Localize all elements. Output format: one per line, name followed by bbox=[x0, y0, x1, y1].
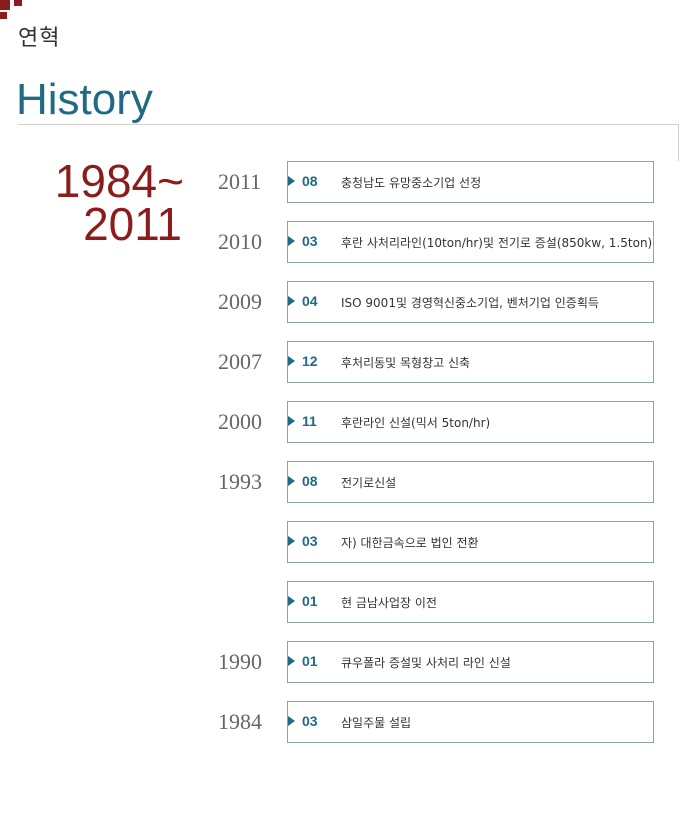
timeline-row: 2000 11 후란라인 신설(믹서 5ton/hr) bbox=[0, 401, 697, 443]
timeline-entry: 03 삼일주물 설립 bbox=[287, 701, 654, 743]
arrow-right-icon bbox=[288, 176, 295, 186]
timeline-year: 2011 bbox=[218, 169, 262, 194]
arrow-right-icon bbox=[288, 536, 295, 546]
period-range: 1984~ 2011 bbox=[20, 155, 184, 250]
title-divider-end bbox=[678, 124, 679, 161]
timeline-event: 후란 사처리라인(10ton/hr)및 전기로 증설(850kw, 1.5ton… bbox=[341, 236, 653, 250]
timeline-entry: 03 후란 사처리라인(10ton/hr)및 전기로 증설(850kw, 1.5t… bbox=[287, 221, 654, 263]
timeline-month: 04 bbox=[302, 293, 318, 309]
timeline-month: 01 bbox=[302, 593, 318, 609]
arrow-right-icon bbox=[288, 476, 295, 486]
timeline-month: 03 bbox=[302, 713, 318, 729]
timeline-event: 자) 대한금속으로 법인 전환 bbox=[341, 536, 479, 550]
timeline-entry: 03 자) 대한금속으로 법인 전환 bbox=[287, 521, 654, 563]
timeline-row: 2011 08 충청남도 유망중소기업 선정 bbox=[0, 161, 697, 203]
timeline-event: ISO 9001및 경영혁신중소기업, 벤처기업 인증획득 bbox=[341, 296, 599, 310]
corner-decoration bbox=[14, 0, 22, 6]
arrow-right-icon bbox=[288, 296, 295, 306]
timeline-year: 2010 bbox=[218, 229, 262, 254]
timeline-entry: 11 후란라인 신설(믹서 5ton/hr) bbox=[287, 401, 654, 443]
timeline-year: 2007 bbox=[218, 349, 262, 374]
period-end: 2011 bbox=[83, 198, 182, 250]
timeline-event: 충청남도 유망중소기업 선정 bbox=[341, 176, 482, 190]
timeline-year: 2000 bbox=[218, 409, 262, 434]
arrow-right-icon bbox=[288, 656, 295, 666]
timeline-event: 후처리동및 목형창고 신축 bbox=[341, 356, 471, 370]
arrow-right-icon bbox=[288, 416, 295, 426]
page-title: History bbox=[16, 75, 153, 124]
timeline-month: 08 bbox=[302, 473, 318, 489]
timeline-event: 삼일주물 설립 bbox=[341, 716, 412, 730]
timeline-year: 1993 bbox=[218, 469, 262, 494]
timeline-entry: 01 현 금남사업장 이전 bbox=[287, 581, 654, 623]
timeline-month: 08 bbox=[302, 173, 318, 189]
timeline-year: 1984 bbox=[218, 709, 262, 734]
timeline-row: 01 현 금남사업장 이전 bbox=[0, 581, 697, 623]
corner-decoration bbox=[0, 12, 7, 19]
timeline-month: 03 bbox=[302, 233, 318, 249]
arrow-right-icon bbox=[288, 236, 295, 246]
timeline-month: 11 bbox=[302, 413, 317, 429]
timeline-year: 2009 bbox=[218, 289, 262, 314]
timeline-entry: 12 후처리동및 목형창고 신축 bbox=[287, 341, 654, 383]
timeline-entry: 04 ISO 9001및 경영혁신중소기업, 벤처기업 인증획득 bbox=[287, 281, 654, 323]
timeline-month: 01 bbox=[302, 653, 318, 669]
timeline-entry: 08 충청남도 유망중소기업 선정 bbox=[287, 161, 654, 203]
timeline-event: 현 금남사업장 이전 bbox=[341, 596, 437, 610]
corner-decoration bbox=[0, 0, 10, 10]
timeline-row: 1993 08 전기로신설 bbox=[0, 461, 697, 503]
title-divider bbox=[18, 124, 679, 125]
timeline-event: 큐우폴라 증설및 사처리 라인 신설 bbox=[341, 656, 511, 670]
timeline-row: 2009 04 ISO 9001및 경영혁신중소기업, 벤처기업 인증획득 bbox=[0, 281, 697, 323]
section-label: 연혁 bbox=[18, 26, 61, 51]
timeline-row: 03 자) 대한금속으로 법인 전환 bbox=[0, 521, 697, 563]
timeline-entry: 01 큐우폴라 증설및 사처리 라인 신설 bbox=[287, 641, 654, 683]
timeline-row: 1984 03 삼일주물 설립 bbox=[0, 701, 697, 743]
arrow-right-icon bbox=[288, 716, 295, 726]
period-start: 1984~ bbox=[54, 155, 184, 207]
timeline-month: 12 bbox=[302, 353, 318, 369]
arrow-right-icon bbox=[288, 596, 295, 606]
timeline-month: 03 bbox=[302, 533, 318, 549]
timeline-event: 전기로신설 bbox=[341, 476, 397, 490]
timeline-year: 1990 bbox=[218, 649, 262, 674]
arrow-right-icon bbox=[288, 356, 295, 366]
timeline-row: 1990 01 큐우폴라 증설및 사처리 라인 신설 bbox=[0, 641, 697, 683]
timeline-row: 2007 12 후처리동및 목형창고 신축 bbox=[0, 341, 697, 383]
timeline-row: 2010 03 후란 사처리라인(10ton/hr)및 전기로 증설(850kw, … bbox=[0, 221, 697, 263]
timeline-event: 후란라인 신설(믹서 5ton/hr) bbox=[341, 416, 491, 430]
timeline-entry: 08 전기로신설 bbox=[287, 461, 654, 503]
